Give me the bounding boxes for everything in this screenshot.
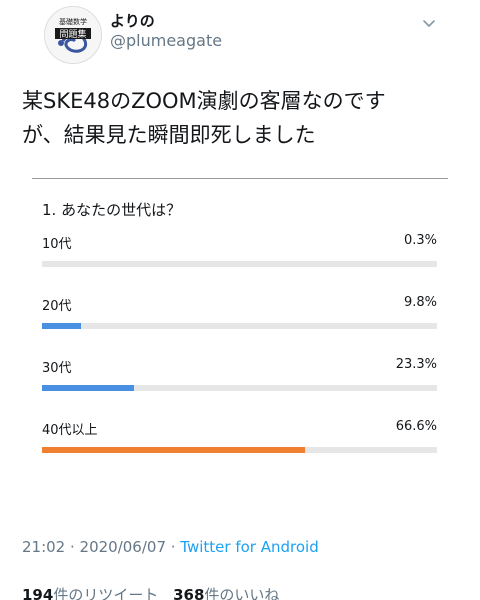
poll-option-bar [42, 447, 306, 453]
likes-count: 368 [173, 586, 205, 600]
avatar-small-text: 基礎数学 [59, 17, 87, 26]
poll-question: 1. あなたの世代は？ [42, 201, 182, 219]
likes-label: 件のいいね [204, 586, 280, 600]
retweets-count: 194 [22, 586, 54, 600]
tweet-meta: 21:02 · 2020/06/07 · Twitter for Android [22, 538, 319, 556]
poll-option-bar [42, 385, 135, 391]
poll-option-bar [42, 323, 81, 329]
chevron-down-icon[interactable] [418, 12, 440, 34]
poll-option-30s: 30代 23.3% [42, 357, 437, 397]
author-handle[interactable]: @plumeagate [110, 31, 223, 50]
tweet-text-line-1: 某SKE48のZOOM演劇の客層なのです [22, 89, 386, 113]
retweets-stat[interactable]: 194件のリツイート [22, 586, 158, 600]
tweet-text: 某SKE48のZOOM演劇の客層なのです が、結果見た瞬間即死しました [22, 84, 462, 152]
likes-stat[interactable]: 368件のいいね [173, 586, 279, 600]
poll-option-label: 40代以上 [42, 423, 98, 438]
avatar-big-text: 問題集 [59, 28, 86, 40]
poll-option-label: 20代 [42, 299, 72, 314]
poll-option-percent: 0.3% [403, 233, 437, 248]
timestamp[interactable]: 21:02 · 2020/06/07 · [22, 538, 181, 556]
book-cover-avatar-icon: 基礎数学 問題集 [45, 7, 101, 63]
avatar[interactable]: 基礎数学 問題集 [44, 6, 102, 64]
tweet-stats: 194件のリツイート 368件のいいね [22, 584, 279, 600]
poll-option-label: 10代 [42, 237, 72, 252]
poll-option-percent: 66.6% [395, 419, 437, 434]
poll-option-track [42, 261, 437, 267]
poll-option-track [42, 447, 437, 453]
poll-option-10s: 10代 0.3% [42, 233, 437, 273]
poll-card: 1. あなたの世代は？ 10代 0.3% 20代 9.8% 30代 23.3% … [32, 178, 448, 499]
tweet-header: 基礎数学 問題集 よりの @plumeagate [22, 0, 458, 82]
tweet-text-line-2: が、結果見た瞬間即死しました [22, 123, 316, 147]
poll-option-track [42, 385, 437, 391]
retweets-label: 件のリツイート [53, 586, 159, 600]
poll-option-label: 30代 [42, 361, 72, 376]
poll-option-percent: 23.3% [395, 357, 437, 372]
author-name[interactable]: よりの [110, 12, 155, 30]
source-link[interactable]: Twitter for Android [180, 538, 319, 556]
poll-option-40s-plus: 40代以上 66.6% [42, 419, 437, 459]
poll-option-20s: 20代 9.8% [42, 295, 437, 335]
poll-option-percent: 9.8% [403, 295, 437, 310]
poll-option-track [42, 323, 437, 329]
poll-option-bar [42, 261, 44, 267]
